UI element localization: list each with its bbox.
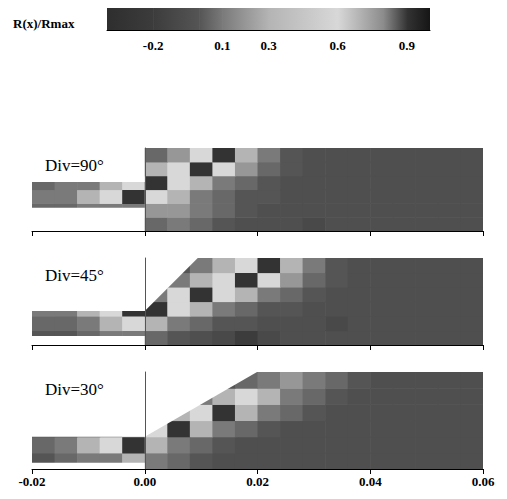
svg-text:R(x)/Rmax: R(x)/Rmax (13, 16, 75, 31)
svg-text:0.1: 0.1 (214, 38, 230, 53)
svg-text:0.00: 0.00 (133, 474, 156, 489)
svg-text:0.06: 0.06 (472, 474, 495, 489)
svg-text:Div=30°: Div=30° (45, 380, 104, 399)
svg-text:Div=90°: Div=90° (45, 156, 104, 175)
svg-text:0.9: 0.9 (399, 38, 416, 53)
svg-text:0.04: 0.04 (359, 474, 382, 489)
svg-text:0.3: 0.3 (260, 38, 277, 53)
svg-text:0.6: 0.6 (330, 38, 347, 53)
svg-text:-0.02: -0.02 (18, 474, 45, 489)
svg-text:-0.2: -0.2 (143, 38, 164, 53)
svg-text:0.02: 0.02 (246, 474, 269, 489)
svg-text:Div=45°: Div=45° (45, 266, 104, 285)
